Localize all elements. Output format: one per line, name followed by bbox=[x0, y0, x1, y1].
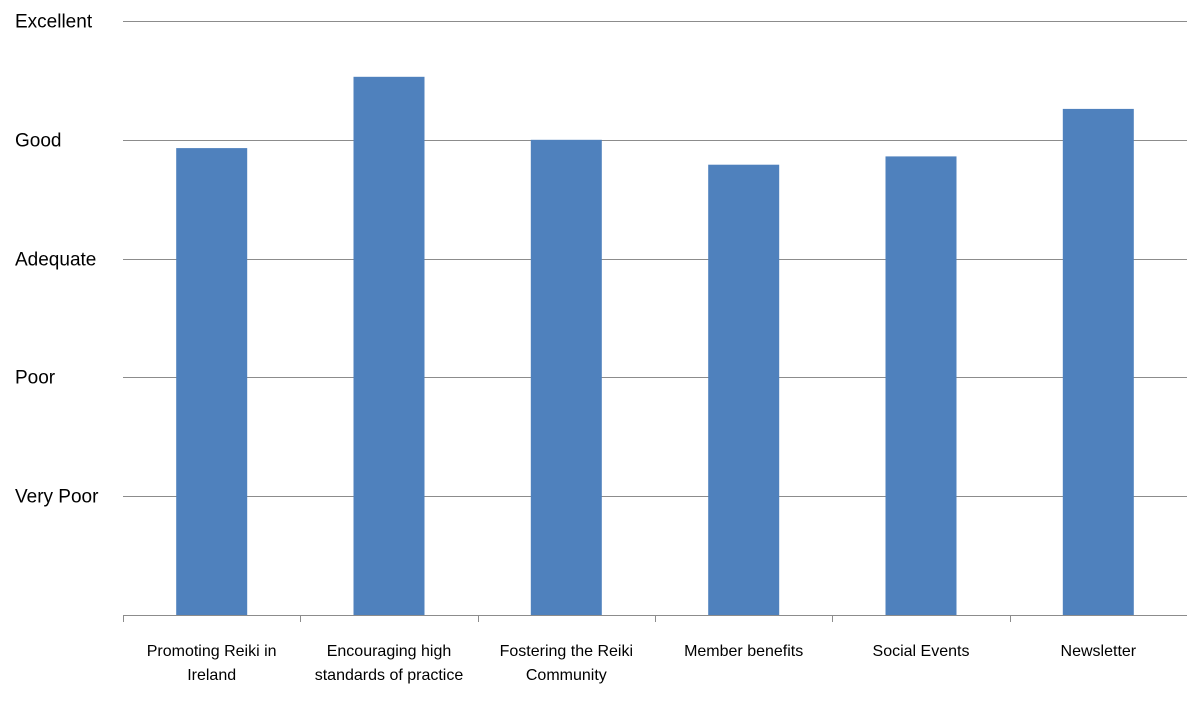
x-tick-label: Social Events bbox=[872, 643, 970, 660]
bar bbox=[1062, 108, 1134, 616]
bar bbox=[708, 164, 780, 615]
y-tick-label: Poor bbox=[15, 368, 56, 389]
y-tick-label: Adequate bbox=[15, 250, 96, 271]
bars bbox=[176, 76, 1134, 616]
gridlines bbox=[123, 21, 1187, 497]
y-tick-labels: Very Poor Poor Adequate Good Excellent bbox=[15, 12, 99, 508]
bar bbox=[530, 139, 602, 616]
x-axis bbox=[123, 615, 1187, 622]
x-tick-label: Newsletter bbox=[1060, 643, 1137, 660]
x-tick-label: Member benefits bbox=[684, 643, 804, 660]
x-tick-label: Encouraging high standards of practice bbox=[314, 643, 464, 684]
y-tick-label: Good bbox=[15, 131, 61, 152]
bar bbox=[353, 76, 425, 616]
bar bbox=[176, 148, 248, 615]
bar bbox=[885, 156, 957, 615]
y-tick-label: Very Poor bbox=[15, 487, 99, 508]
x-tick-label: Fostering the Reiki Community bbox=[499, 643, 634, 684]
x-tick-label: Promoting Reiki in Ireland bbox=[146, 643, 277, 684]
y-tick-label: Excellent bbox=[15, 12, 93, 33]
